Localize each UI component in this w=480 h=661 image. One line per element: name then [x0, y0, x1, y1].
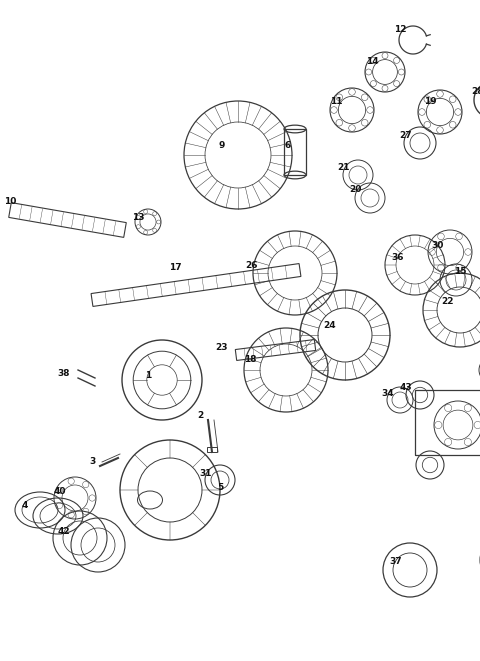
Bar: [207, 447, 217, 452]
Text: 14: 14: [366, 58, 378, 67]
Text: 10: 10: [4, 198, 16, 206]
Text: 27: 27: [400, 130, 412, 139]
Text: 38: 38: [58, 369, 70, 379]
Text: 21: 21: [338, 163, 350, 173]
Text: 5: 5: [217, 483, 223, 492]
Text: 6: 6: [285, 141, 291, 149]
Text: 17: 17: [168, 264, 181, 272]
Text: 30: 30: [432, 241, 444, 249]
Text: 4: 4: [22, 500, 28, 510]
Text: 11: 11: [330, 98, 342, 106]
Text: 12: 12: [394, 26, 406, 34]
Text: 23: 23: [216, 344, 228, 352]
Text: 28: 28: [472, 87, 480, 97]
Text: 26: 26: [246, 260, 258, 270]
Text: 43: 43: [400, 383, 412, 393]
Text: 40: 40: [54, 488, 66, 496]
Text: 42: 42: [58, 527, 70, 537]
Text: 31: 31: [200, 469, 212, 477]
Text: 37: 37: [390, 557, 402, 566]
Text: 18: 18: [244, 356, 256, 364]
Text: 15: 15: [454, 268, 466, 276]
Text: 13: 13: [132, 214, 144, 223]
Text: 36: 36: [392, 254, 404, 262]
Text: 22: 22: [442, 297, 454, 307]
Text: 9: 9: [219, 141, 225, 149]
Text: 1: 1: [145, 371, 151, 381]
Bar: [284, 129, 306, 175]
Text: 2: 2: [197, 410, 203, 420]
Text: 34: 34: [382, 389, 394, 397]
Text: 24: 24: [324, 321, 336, 329]
Bar: [415, 390, 480, 455]
Text: 19: 19: [424, 98, 436, 106]
Text: 20: 20: [349, 186, 361, 194]
Text: 3: 3: [90, 457, 96, 467]
